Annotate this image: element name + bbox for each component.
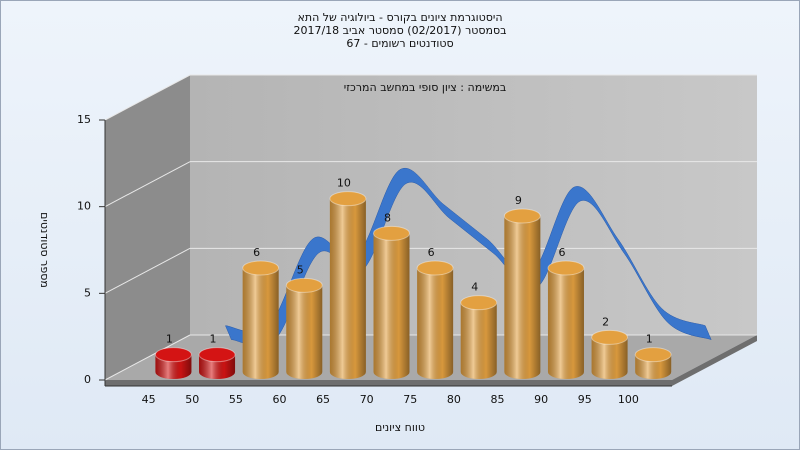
value-label: 9 — [515, 194, 522, 207]
bar-top — [329, 191, 367, 207]
bar-shade — [199, 354, 236, 380]
annotation: במשימה : ציון סופי במחשב המרכזי — [344, 81, 507, 94]
x-tick-label: 45 — [142, 393, 156, 406]
grid-line — [104, 74, 191, 121]
grid-line — [104, 334, 191, 381]
bar-shade — [460, 302, 497, 380]
bar-shade — [417, 268, 454, 380]
bar-top — [503, 208, 541, 224]
bar-top — [242, 260, 280, 276]
value-label: 6 — [558, 246, 565, 259]
bar-shade — [373, 233, 410, 380]
chart-subtitle: סטודנטים רשומים - 67 — [346, 37, 453, 50]
value-label: 6 — [253, 246, 260, 259]
x-tick-label: 80 — [447, 393, 461, 406]
bar-top — [591, 329, 629, 345]
value-label: 8 — [384, 211, 391, 224]
value-label: 10 — [337, 177, 351, 190]
x-tick-label: 60 — [272, 393, 286, 406]
x-tick-label: 55 — [229, 393, 243, 406]
x-tick-label: 50 — [185, 393, 199, 406]
bar-shade — [329, 198, 366, 380]
x-tick-label: 75 — [403, 393, 417, 406]
bar-shade — [547, 268, 584, 380]
bar-top — [154, 347, 192, 363]
value-label: 2 — [602, 315, 609, 328]
value-label: 1 — [166, 333, 173, 346]
bar-shade — [242, 268, 279, 380]
bar-top — [416, 260, 454, 276]
bar-shade — [504, 216, 541, 379]
x-tick-label: 65 — [316, 393, 330, 406]
value-label: 5 — [297, 263, 304, 276]
y-axis-title: מספר סטודנטים — [38, 212, 51, 288]
bar-shade — [635, 354, 672, 380]
y-tick-label: 10 — [77, 200, 91, 213]
bar-shade — [591, 337, 628, 380]
bar-shade — [155, 354, 192, 380]
value-label: 1 — [210, 333, 217, 346]
bar-top — [285, 277, 323, 293]
x-axis-title: טווח ציונים — [375, 421, 425, 434]
value-label: 4 — [471, 281, 478, 294]
value-label: 1 — [646, 333, 653, 346]
x-tick-label: 100 — [618, 393, 639, 406]
y-tick-label: 5 — [84, 286, 91, 299]
grid-line — [104, 247, 191, 294]
left-wall — [105, 75, 190, 380]
x-tick-label: 95 — [578, 393, 592, 406]
x-tick-label: 90 — [534, 393, 548, 406]
value-label: 6 — [428, 246, 435, 259]
x-tick-label: 85 — [491, 393, 505, 406]
bar-top — [373, 225, 410, 241]
bar-top — [460, 295, 498, 311]
bar-shade — [286, 285, 323, 380]
grid-line — [104, 161, 191, 208]
chart-subtitle: בסמסטר (02/2017) סמסטר אביב 2017/18 — [293, 24, 506, 37]
bar-top — [547, 260, 585, 276]
y-tick-label: 0 — [84, 373, 91, 386]
chart-title: היסטוגרמת ציונים בקורס - ביולוגיה של התא — [297, 11, 502, 24]
x-tick-label: 70 — [360, 393, 374, 406]
bar-top — [634, 347, 672, 363]
base-slab — [105, 335, 757, 386]
bar-top — [198, 347, 236, 363]
y-tick-label: 15 — [77, 113, 91, 126]
